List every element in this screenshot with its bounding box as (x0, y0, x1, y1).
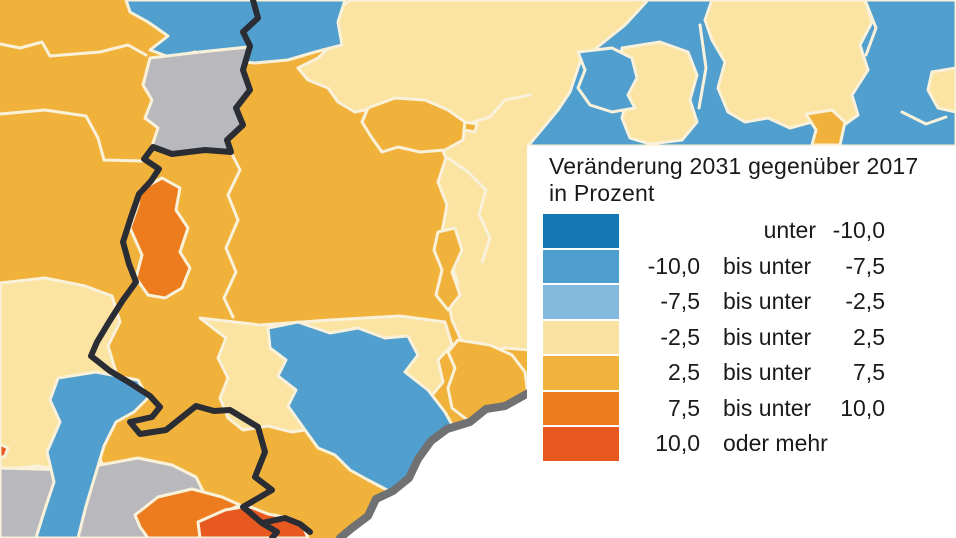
legend-range-to: -2,5 (845, 288, 885, 315)
region-amber-district-center (360, 96, 467, 154)
legend-row: -10,0 bis unter -7,5 (527, 249, 956, 285)
legend-range-mid: bis unter (723, 288, 812, 315)
district-border-line (0, 108, 145, 163)
legend-range-mid: bis unter (723, 252, 812, 279)
legend-title-line1: Veränderung 2031 gegenüber 2017 (549, 153, 919, 179)
legend-range-to: 7,5 (853, 359, 885, 386)
region-amber-dot (462, 120, 479, 134)
legend-range-mid: bis unter (723, 394, 812, 421)
legend-body: unter -10,0 -10,0 bis unter -7,5 -7,5 bi… (527, 213, 956, 462)
legend-range-to: 10,0 (840, 394, 885, 421)
region-orange-west (128, 176, 192, 300)
legend-range-from: -2,5 (660, 323, 700, 350)
legend-swatch (543, 320, 619, 354)
legend-row: -2,5 bis unter 2,5 (527, 320, 956, 356)
region-cream-east-edge (926, 66, 956, 114)
region-amber-strip-east (432, 226, 464, 312)
legend-range-from: 7,5 (668, 394, 700, 421)
legend-range-from: -7,5 (660, 288, 700, 315)
legend-row: 2,5 bis unter 7,5 (527, 355, 956, 391)
legend-title-line2: in Prozent (549, 180, 655, 206)
legend-row: -7,5 bis unter -2,5 (527, 284, 956, 320)
legend-range-from: 2,5 (668, 359, 700, 386)
district-border-line (222, 150, 242, 319)
country-border-line (336, 387, 536, 538)
legend-range-from: 10,0 (655, 430, 700, 457)
legend-range-mid: oder mehr (723, 430, 828, 457)
legend-range-to: 2,5 (853, 323, 885, 350)
legend-range-mid: unter (763, 217, 816, 244)
legend-swatch (543, 391, 619, 425)
region-cream-northeast-large (703, 0, 874, 130)
map-legend: Veränderung 2031 gegenüber 2017 in Proze… (527, 146, 956, 538)
legend-swatch (543, 427, 619, 461)
state-border-branch (259, 515, 313, 535)
legend-range-mid: bis unter (723, 359, 812, 386)
region-amber-northeast-small (804, 108, 847, 147)
legend-swatch (543, 285, 619, 319)
legend-range-to: -7,5 (845, 252, 885, 279)
legend-range-from: -10,0 (647, 252, 700, 279)
legend-swatch (543, 356, 619, 390)
district-border-line (446, 156, 492, 264)
legend-row: 10,0 oder mehr (527, 426, 956, 462)
region-redorange-west-sliver (0, 442, 10, 460)
legend-swatch (543, 214, 619, 248)
legend-row: unter -10,0 (527, 213, 956, 249)
legend-range-to: -10,0 (832, 217, 885, 244)
legend-row: 7,5 bis unter 10,0 (527, 391, 956, 427)
legend-range-mid: bis unter (723, 323, 812, 350)
state-border-line (88, 0, 280, 538)
legend-swatch (543, 249, 619, 283)
district-border-line (900, 110, 948, 126)
district-border-line (0, 40, 148, 58)
region-blue-island-center-east (576, 46, 639, 114)
legend-title: Veränderung 2031 gegenüber 2017 in Proze… (549, 153, 918, 207)
district-border-line (697, 23, 708, 110)
district-border-line (471, 93, 532, 124)
